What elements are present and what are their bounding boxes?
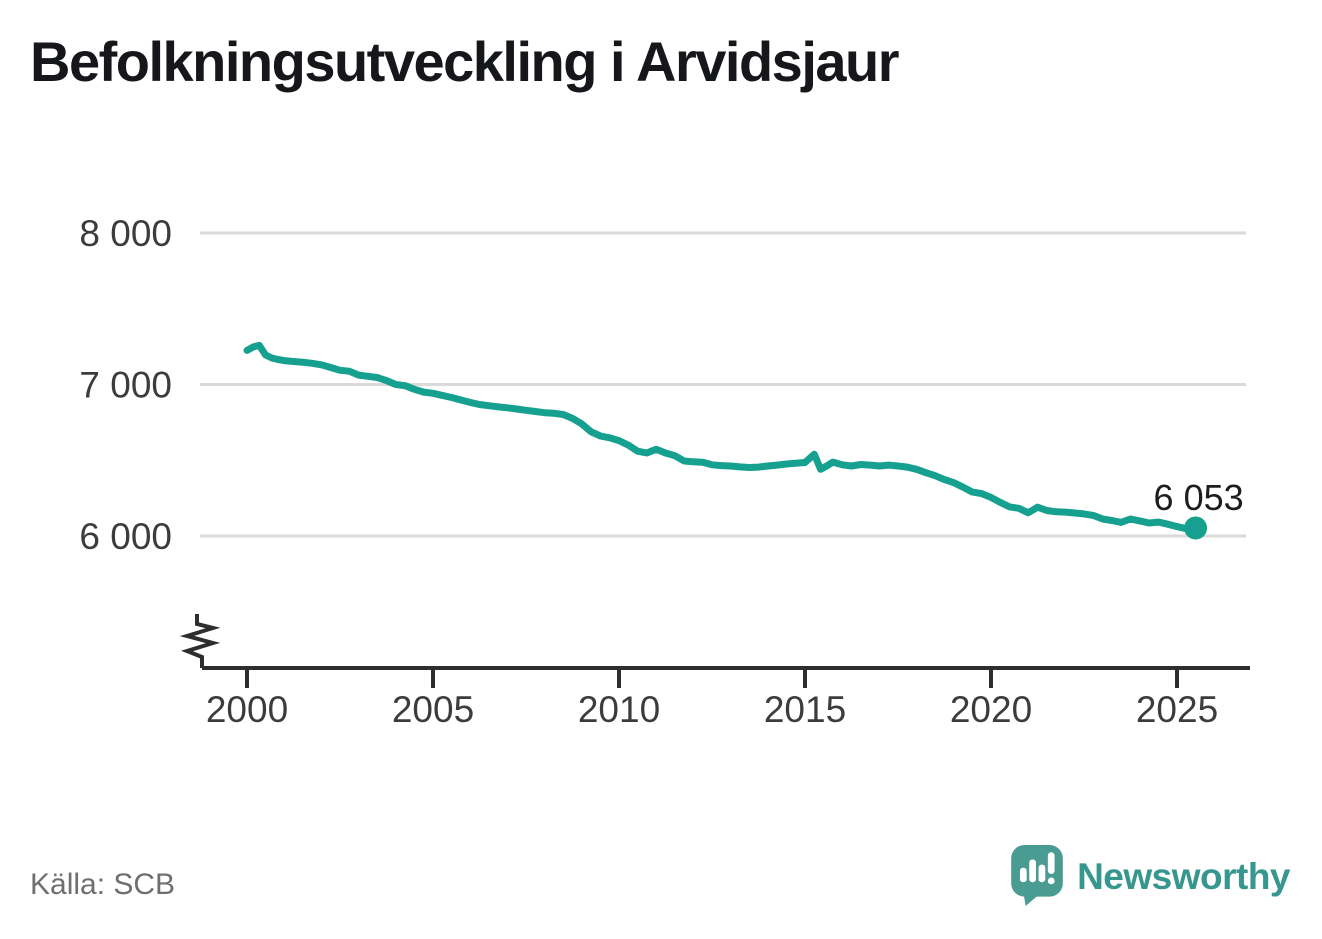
newsworthy-logo-icon <box>1011 845 1063 906</box>
y-tick-label: 8 000 <box>79 213 172 254</box>
newsworthy-logo: Newsworthy <box>1011 844 1290 908</box>
latest-value-label: 6 053 <box>1154 477 1244 518</box>
axis-break-icon <box>179 614 221 668</box>
latest-point-marker <box>1184 516 1208 540</box>
logo-exclamation-bar <box>1047 852 1055 874</box>
x-tick-label: 2015 <box>764 689 846 730</box>
logo-bar-3 <box>1038 864 1046 883</box>
chart-title: Befolkningsutveckling i Arvidsjaur <box>30 30 900 93</box>
logo-bar-2 <box>1029 859 1037 883</box>
y-tick-label: 7 000 <box>79 365 172 406</box>
source-note: Källa: SCB <box>30 868 176 901</box>
logo-exclamation-dot <box>1047 877 1055 885</box>
x-tick-label: 2000 <box>206 689 288 730</box>
x-tick-label: 2005 <box>392 689 474 730</box>
logo-bar-1 <box>1020 867 1027 883</box>
x-tick-label: 2025 <box>1136 689 1218 730</box>
y-tick-label: 6 000 <box>79 516 172 557</box>
x-tick-label: 2020 <box>950 689 1032 730</box>
population-line <box>243 341 1200 533</box>
newsworthy-wordmark: Newsworthy <box>1077 855 1290 897</box>
x-tick-label: 2010 <box>578 689 660 730</box>
